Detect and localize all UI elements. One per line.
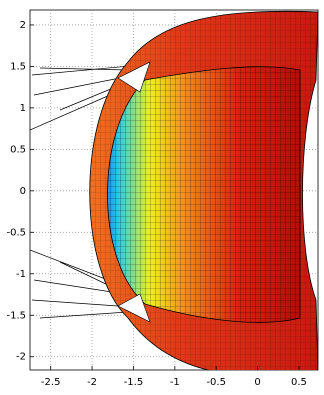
x-tick-label: -2.5 (41, 377, 61, 388)
y-tick-label: -1.5 (6, 310, 26, 321)
x-tick-label: -1 (170, 377, 180, 388)
y-tick-label: 0 (20, 186, 26, 197)
y-tick-label: -2 (16, 352, 26, 363)
spikes (30, 65, 131, 319)
x-tick-label: -2 (87, 377, 97, 388)
x-tick-label: -1.5 (124, 377, 144, 388)
gaps (117, 61, 151, 323)
y-tick-label: -1 (16, 269, 26, 280)
y-tick-label: 1 (20, 103, 26, 114)
y-tick-label: 0.5 (10, 144, 26, 155)
x-tick-label: 0.5 (291, 377, 307, 388)
surface (30, 10, 318, 370)
x-tick-label: 0 (254, 377, 260, 388)
x-tick-label: -0.5 (206, 377, 226, 388)
inner-mesh (107, 66, 300, 323)
y-tick-label: 1.5 (10, 61, 26, 72)
y-tick-label: -0.5 (6, 227, 26, 238)
y-tick-label: 2 (20, 20, 26, 31)
label-layer: -2.5 -2 -1.5 -1 -0.5 0 0.5 -2 -1.5 -1 -0.5 0 0.5 1 1.5… (6, 20, 306, 388)
